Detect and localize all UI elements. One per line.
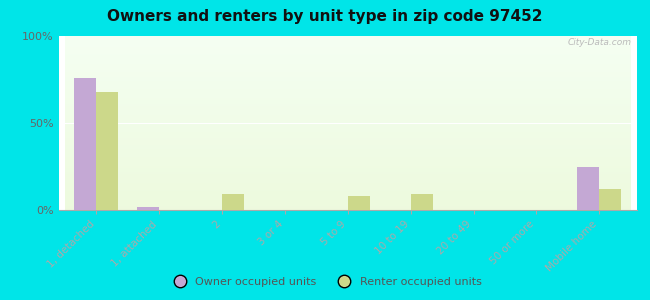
Text: City-Data.com: City-Data.com [567, 38, 631, 47]
Bar [348, 196, 370, 210]
Bar [599, 189, 621, 210]
Bar [96, 92, 118, 210]
Bar [411, 194, 433, 210]
Bar [74, 78, 96, 210]
Bar [222, 194, 244, 210]
Bar [137, 206, 159, 210]
Text: Owners and renters by unit type in zip code 97452: Owners and renters by unit type in zip c… [107, 9, 543, 24]
Legend: Owner occupied units, Renter occupied units: Owner occupied units, Renter occupied un… [164, 273, 486, 291]
Bar [577, 167, 599, 210]
